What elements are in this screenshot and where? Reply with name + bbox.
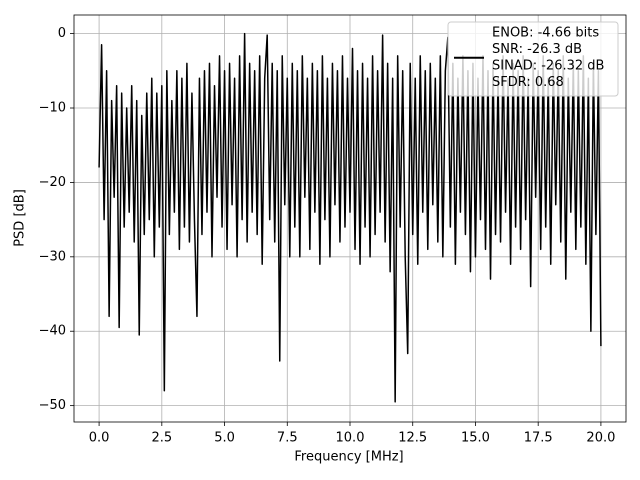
plot-frame [73, 14, 627, 423]
y-tick-label: −50 [39, 398, 66, 413]
y-tick-label: −30 [39, 249, 66, 264]
x-tick-label: 15.0 [461, 431, 490, 446]
x-tick-label: 7.5 [277, 431, 298, 446]
y-axis-label: PSD [dB] [13, 189, 28, 247]
legend-label: ENOB: -4.66 bits [492, 26, 599, 41]
x-tick-label: 17.5 [524, 431, 553, 446]
x-axis-label: Frequency [MHz] [294, 450, 403, 465]
y-tick-label: −40 [39, 324, 66, 339]
y-tick-label: −20 [39, 175, 66, 190]
legend-label: SINAD: -26.32 dB [492, 59, 604, 74]
psd-line [98, 32, 602, 403]
legend-label: SNR: -26.3 dB [492, 42, 582, 57]
x-tick-label: 10.0 [336, 431, 365, 446]
x-tick-label: 12.5 [398, 431, 427, 446]
x-tick-label: 0.0 [89, 431, 110, 446]
x-tick-label: 20.0 [586, 431, 615, 446]
x-tick-label: 2.5 [151, 431, 172, 446]
y-tick-label: −10 [39, 101, 66, 116]
legend-box [447, 21, 619, 97]
legend-label: SFDR: 0.68 [492, 75, 564, 90]
x-tick-label: 5.0 [214, 431, 235, 446]
y-tick-label: 0 [58, 26, 66, 41]
